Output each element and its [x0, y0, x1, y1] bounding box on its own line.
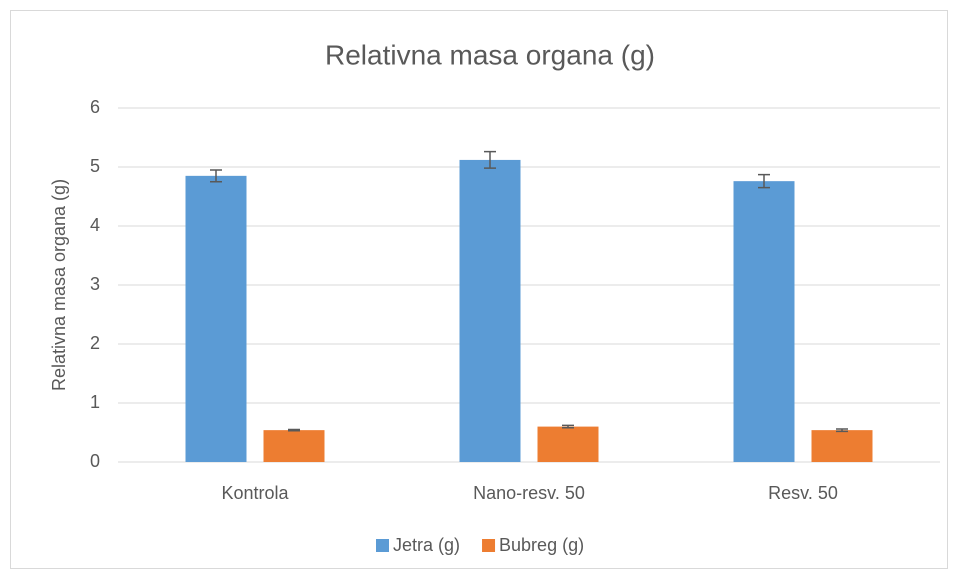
bar [733, 181, 795, 462]
legend-swatch [482, 539, 496, 552]
y-tick-label: 6 [90, 97, 100, 117]
error-bar [758, 173, 770, 189]
bar [263, 430, 325, 462]
y-tick-label: 2 [90, 333, 100, 353]
error-bar [836, 428, 848, 433]
chart-title: Relativna masa organa (g) [325, 39, 655, 70]
error-bar [288, 428, 300, 432]
error-bar [484, 150, 496, 169]
legend-swatch [376, 539, 389, 552]
error-bar [210, 169, 222, 183]
bar [459, 159, 521, 463]
bar [811, 430, 873, 462]
y-tick-label: 1 [90, 392, 100, 412]
x-tick-label: Resv. 50 [768, 483, 838, 503]
legend-label: Bubreg (g) [499, 535, 584, 555]
y-axis-label: Relativna masa organa (g) [49, 179, 69, 391]
y-tick-label: 4 [90, 215, 100, 235]
legend-label: Jetra (g) [393, 535, 460, 555]
x-tick-label: Nano-resv. 50 [473, 483, 585, 503]
y-tick-label: 5 [90, 156, 100, 176]
error-bar [562, 424, 574, 429]
y-tick-label: 3 [90, 274, 100, 294]
y-tick-label: 0 [90, 451, 100, 471]
bar [185, 175, 247, 462]
x-tick-label: Kontrola [221, 483, 289, 503]
bar [537, 426, 599, 462]
